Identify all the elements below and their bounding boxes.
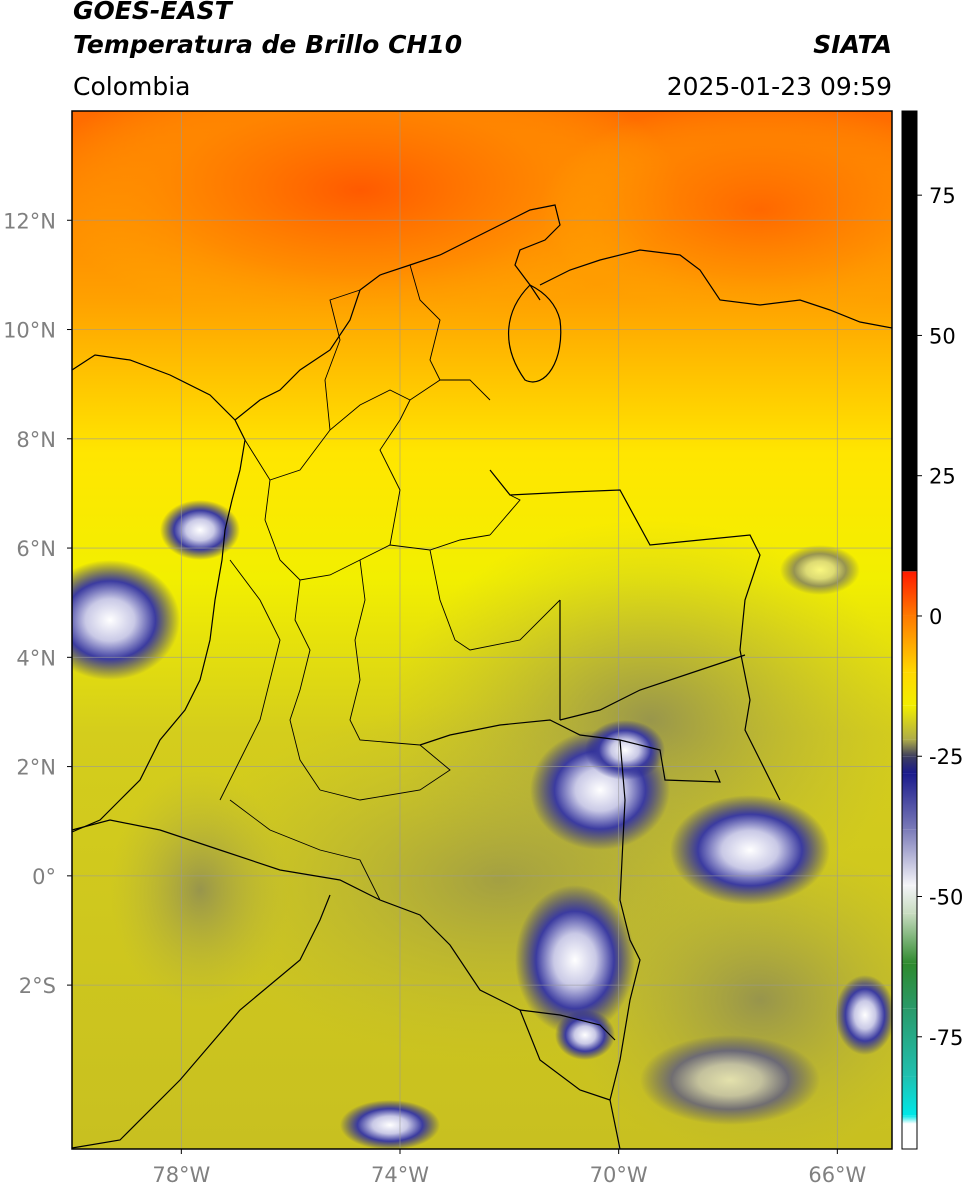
colorbar-tick-label: 75 [929, 184, 956, 208]
colorbar-band [902, 829, 917, 886]
lat-tick-label: 2°S [19, 974, 56, 998]
colorbar-ticks: 75 50 25 0 -25 -50 -75 [917, 184, 963, 1050]
colorbar-band [902, 1076, 917, 1116]
colorbar-tick-label: -25 [929, 745, 963, 769]
lat-tick-label: 10°N [3, 319, 56, 343]
colorbar-band [902, 913, 917, 964]
colorbar: 75 50 25 0 -25 -50 -75 [901, 110, 963, 1150]
colorbar-frame [901, 110, 918, 1150]
lon-tick-label: 66°W [808, 1163, 866, 1187]
lat-tick-label: 2°N [16, 756, 56, 780]
product-title: Temperatura de Brillo CH10 [73, 30, 463, 59]
colorbar-band [902, 571, 917, 572]
region-label: Colombia [73, 72, 191, 101]
department-borders [219, 264, 561, 901]
lon-tick-label: 78°W [152, 1163, 210, 1187]
colorbar-band [902, 963, 917, 1009]
colorbar-tick-label: 50 [929, 324, 956, 348]
agency-label: SIATA [813, 30, 892, 59]
graticule [72, 111, 892, 1149]
lon-tick-label: 74°W [371, 1163, 429, 1187]
colorbar-band [902, 571, 917, 616]
colorbar-band [902, 756, 917, 774]
map-frame [71, 110, 893, 1150]
lat-tick-label: 0° [32, 865, 56, 889]
colorbar-band [902, 615, 917, 673]
lat-tick-label: 8°N [16, 428, 56, 452]
colorbar-tick-label: -50 [929, 886, 963, 910]
longitude-axis: 78°W 74°W 70°W 66°W [152, 1149, 867, 1187]
colorbar-tick-label: 0 [929, 605, 942, 629]
colorbar-band [902, 885, 917, 914]
lat-tick-label: 12°N [3, 209, 56, 233]
colorbar-tick-label: 25 [929, 465, 956, 489]
timestamp-label: 2025-01-23 09:59 [666, 72, 892, 101]
coastline-layer [71, 204, 893, 1149]
colorbar-tick-label: -75 [929, 1026, 963, 1050]
lat-tick-label: 4°N [16, 646, 56, 670]
colorbar-bands [902, 111, 917, 1149]
satellite-title: GOES-EAST [73, 0, 232, 25]
colorbar-band [902, 705, 917, 740]
colorbar-band [902, 1115, 917, 1124]
imagery-layer [72, 111, 892, 1149]
colorbar-band [902, 672, 917, 706]
colorbar-band [902, 1123, 917, 1149]
colorbar-band [902, 111, 917, 572]
latitude-axis: 12°N 10°N 8°N 6°N 4°N 2°N 0° 2°S [3, 209, 72, 998]
lon-tick-label: 70°W [590, 1163, 648, 1187]
colorbar-band [902, 1008, 917, 1077]
country-borders [71, 469, 781, 1150]
lat-tick-label: 6°N [16, 537, 56, 561]
colorbar-band [902, 739, 917, 757]
colorbar-band [902, 773, 917, 830]
